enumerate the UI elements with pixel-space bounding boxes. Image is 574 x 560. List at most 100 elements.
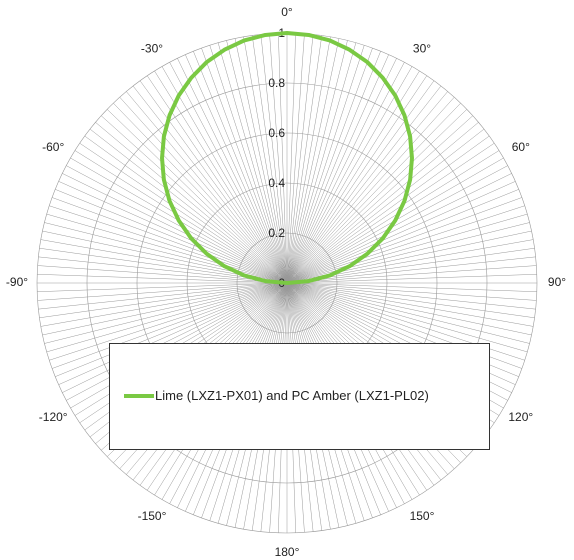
grid-spoke [286, 66, 413, 284]
grid-ring [236, 232, 338, 334]
grid-spoke [234, 38, 288, 284]
grid-spoke [37, 282, 288, 292]
grid-spoke [286, 47, 373, 284]
grid-spoke [154, 70, 288, 284]
angle-label: 120° [508, 410, 533, 424]
legend-label: Lime (LXZ1-PX01) and PC Amber (LXZ1-PL02… [155, 388, 429, 403]
grid-spoke [286, 135, 490, 284]
grid-spoke [66, 282, 288, 401]
radial-tick-label: 0.2 [268, 226, 285, 240]
angle-label: 180° [275, 545, 300, 559]
grid-spoke [286, 150, 500, 284]
grid-spoke [101, 115, 288, 284]
grid-spoke [49, 282, 288, 361]
angle-label: 60° [512, 140, 530, 154]
radial-tick-label: 0.6 [268, 126, 285, 140]
grid-spoke [66, 165, 288, 284]
grid-spoke [286, 54, 389, 284]
grid-spoke [286, 173, 512, 284]
grid-spoke [169, 62, 288, 284]
grid-spoke [286, 256, 536, 284]
grid-spoke [95, 122, 288, 284]
grid-spoke [193, 51, 288, 284]
grid-spoke [243, 36, 288, 284]
grid-spoke [74, 150, 288, 284]
grid-spoke [286, 213, 528, 284]
legend-entry: Lime (LXZ1-PX01) and PC Amber (LXZ1-PL02… [124, 388, 429, 403]
grid-spoke [79, 142, 288, 284]
grid-spoke [161, 66, 288, 284]
grid-spoke [286, 165, 508, 284]
grid-spoke [37, 274, 288, 284]
grid-spoke [185, 54, 288, 284]
grid-spoke [201, 47, 288, 284]
grid-spoke [286, 102, 461, 284]
grid-spoke [119, 97, 288, 284]
grid-spoke [44, 282, 288, 344]
grid-spoke [286, 91, 448, 284]
grid-spoke [269, 33, 288, 284]
grid-spoke [44, 222, 288, 284]
grid-spoke [286, 40, 348, 284]
grid-spoke [39, 282, 288, 319]
grid-spoke [42, 282, 288, 336]
grid-spoke [126, 91, 288, 284]
grid-spoke [38, 282, 288, 310]
grid-spoke [286, 282, 528, 353]
grid-spoke [286, 181, 516, 284]
grid-spoke [286, 33, 305, 284]
grid-spoke [51, 197, 288, 284]
grid-spoke [38, 256, 288, 284]
grid-spoke [286, 45, 365, 284]
legend: Lime (LXZ1-PX01) and PC Amber (LXZ1-PL02… [109, 343, 490, 450]
angle-label: -150° [138, 509, 167, 523]
grid-spoke [286, 282, 534, 327]
grid-spoke [286, 109, 468, 284]
grid-spoke [55, 189, 288, 284]
grid-spoke [37, 265, 288, 284]
grid-spoke [286, 282, 537, 292]
grid-spoke [278, 33, 288, 284]
grid-spoke [286, 33, 296, 284]
grid-spoke [286, 122, 479, 284]
grid-spoke [286, 85, 442, 284]
grid-spoke [51, 282, 288, 369]
angle-label: -90° [6, 275, 28, 289]
grid-spoke [217, 42, 288, 284]
angle-label: 150° [410, 509, 435, 523]
grid-spoke [209, 45, 288, 284]
grid-spoke [62, 173, 288, 284]
angle-label: -60° [42, 140, 64, 154]
grid-spoke [286, 115, 473, 284]
grid-spoke [286, 282, 537, 301]
grid-spoke [286, 80, 435, 284]
angle-label: -120° [39, 410, 68, 424]
angle-label: 30° [413, 41, 431, 55]
grid-spoke [40, 282, 288, 327]
grid-spoke [286, 274, 537, 284]
grid-spoke [46, 282, 288, 353]
grid-ring [86, 82, 488, 484]
grid-spoke [58, 181, 288, 284]
grid-spoke [286, 282, 535, 319]
grid-spoke [55, 282, 288, 377]
grid-spoke [286, 128, 485, 284]
grid-spoke [113, 102, 288, 284]
radial-tick-label: 0.8 [268, 76, 285, 90]
grid-spoke [106, 109, 288, 284]
legend-swatch [124, 393, 154, 398]
grid-spoke [286, 282, 532, 336]
radial-tick-label: 0.4 [268, 176, 285, 190]
grid-spoke [251, 35, 288, 284]
grid-spoke [260, 34, 288, 284]
grid-spoke [286, 142, 495, 284]
grid-spoke [286, 35, 323, 284]
grid-spoke [286, 282, 536, 310]
angle-label: 0° [281, 5, 293, 19]
grid-spoke [286, 58, 397, 284]
grid-spoke [58, 282, 288, 385]
grid-spoke [286, 62, 405, 284]
grid-spoke [286, 38, 340, 284]
grid-spoke [177, 58, 288, 284]
grid-spoke [286, 265, 537, 284]
